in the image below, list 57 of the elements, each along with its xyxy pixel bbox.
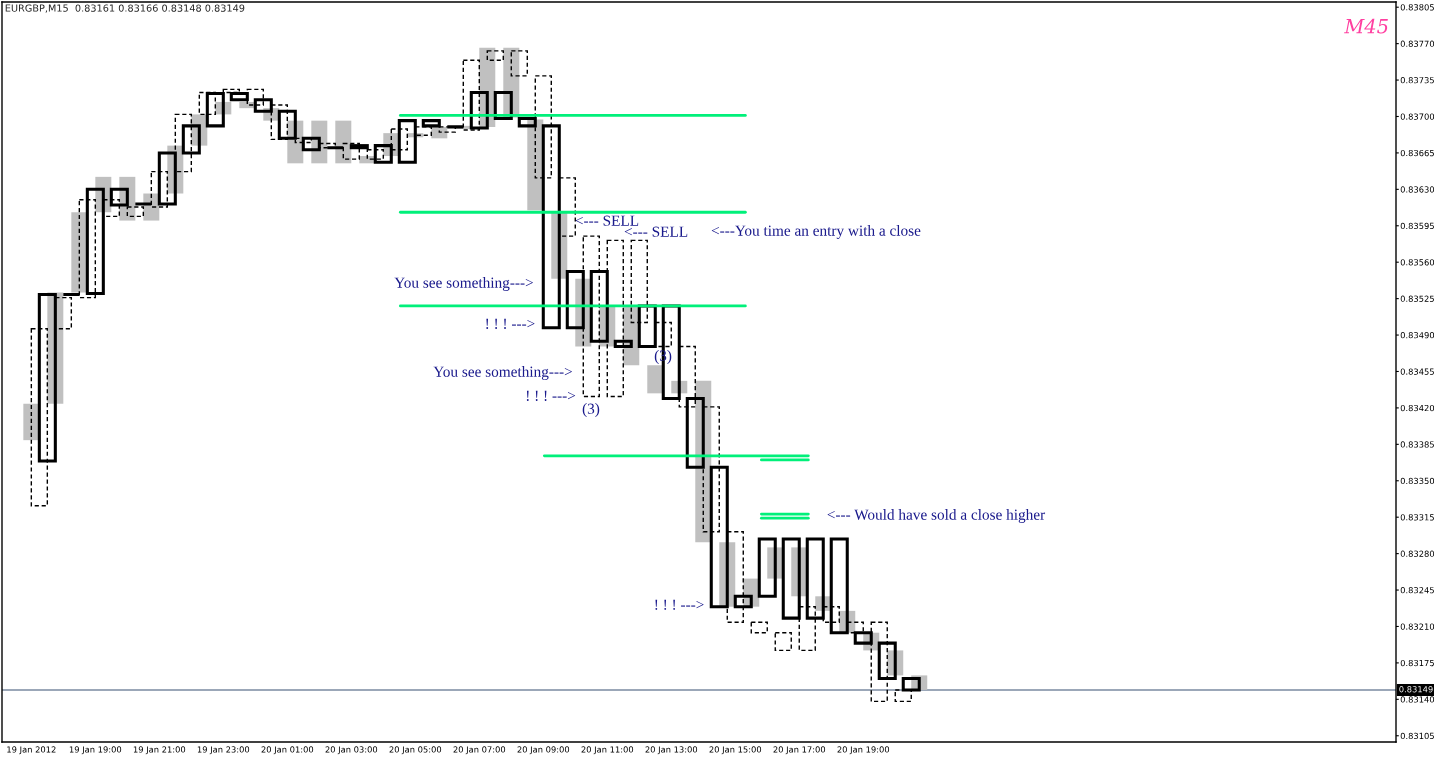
annotation: ! ! ! --->	[526, 390, 576, 401]
y-tick-label: 0.83245	[1400, 587, 1434, 594]
y-tick-label: 0.83490	[1400, 332, 1434, 339]
y-tick-label: 0.83665	[1400, 149, 1434, 157]
x-tick-label: 20 Jan 13:00	[645, 746, 698, 755]
annotation: ! ! ! --->	[486, 318, 535, 329]
y-tick-label: 0.83525	[1400, 295, 1434, 302]
annotation: You see something--->	[394, 277, 533, 291]
y-tick-label: 0.83630	[1400, 186, 1434, 193]
y-tick-label: 0.83455	[1400, 368, 1434, 375]
x-tick-label: 20 Jan 17:00	[773, 746, 826, 755]
y-tick-label: 0.83315	[1400, 514, 1434, 521]
annotation: You see something--->	[433, 366, 572, 380]
annotation: <--- SELL	[575, 215, 639, 226]
annotation: <--- SELL	[624, 226, 688, 237]
y-tick-label: 0.83105	[1400, 732, 1434, 740]
candlestick	[486, 50, 504, 61]
y-tick-label: 0.83175	[1400, 659, 1434, 667]
x-tick-label: 19 Jan 23:00	[197, 746, 250, 755]
candlestick	[647, 365, 664, 394]
x-tick-label: 20 Jan 07:00	[453, 746, 506, 755]
ref-line-label: 0.83149	[1399, 686, 1433, 693]
chart-title: EURGBP,M15 0.83161 0.83166 0.83148 0.83149	[5, 4, 245, 13]
candlestick	[71, 212, 88, 293]
annotation: <---You time an entry with a close	[711, 225, 921, 239]
y-tick-label: 0.83770	[1400, 40, 1434, 47]
y-tick-label: 0.83420	[1400, 404, 1434, 412]
candlestick	[493, 91, 513, 121]
y-tick-label: 0.83700	[1400, 113, 1434, 120]
y-tick-label: 0.83350	[1400, 477, 1434, 485]
y-tick-label: 0.83385	[1400, 441, 1434, 448]
annotation: (3)	[582, 403, 600, 417]
y-tick-label: 0.83735	[1400, 77, 1434, 84]
x-tick-label: 20 Jan 19:00	[837, 746, 890, 755]
candlestick	[774, 632, 792, 652]
candlestick	[510, 50, 528, 77]
annotation: ! ! ! --->	[655, 599, 704, 610]
x-tick-label: 20 Jan 11:00	[581, 746, 634, 755]
x-tick-label: 20 Jan 05:00	[389, 746, 442, 755]
annotation: <--- Would have sold a close higher	[827, 509, 1046, 523]
y-tick-label: 0.83595	[1400, 222, 1434, 230]
y-tick-label: 0.83805	[1400, 4, 1434, 11]
x-tick-label: 19 Jan 21:00	[133, 746, 186, 755]
x-tick-label: 20 Jan 15:00	[709, 746, 762, 755]
x-tick-label: 19 Jan 19:00	[69, 746, 122, 755]
y-tick-label: 0.83140	[1400, 696, 1434, 703]
x-tick-label: 19 Jan 2012	[7, 746, 56, 755]
y-tick-label: 0.83280	[1400, 550, 1434, 557]
candlestick	[750, 621, 768, 634]
x-tick-label: 20 Jan 09:00	[517, 746, 570, 755]
candlestick	[335, 120, 352, 164]
x-tick-label: 20 Jan 01:00	[261, 746, 314, 755]
y-tick-label: 0.83560	[1400, 259, 1434, 266]
annotation: M45	[1344, 18, 1388, 34]
candlestick	[757, 537, 777, 598]
y-tick-label: 0.83210	[1400, 623, 1434, 630]
x-tick-label: 20 Jan 03:00	[325, 746, 378, 755]
